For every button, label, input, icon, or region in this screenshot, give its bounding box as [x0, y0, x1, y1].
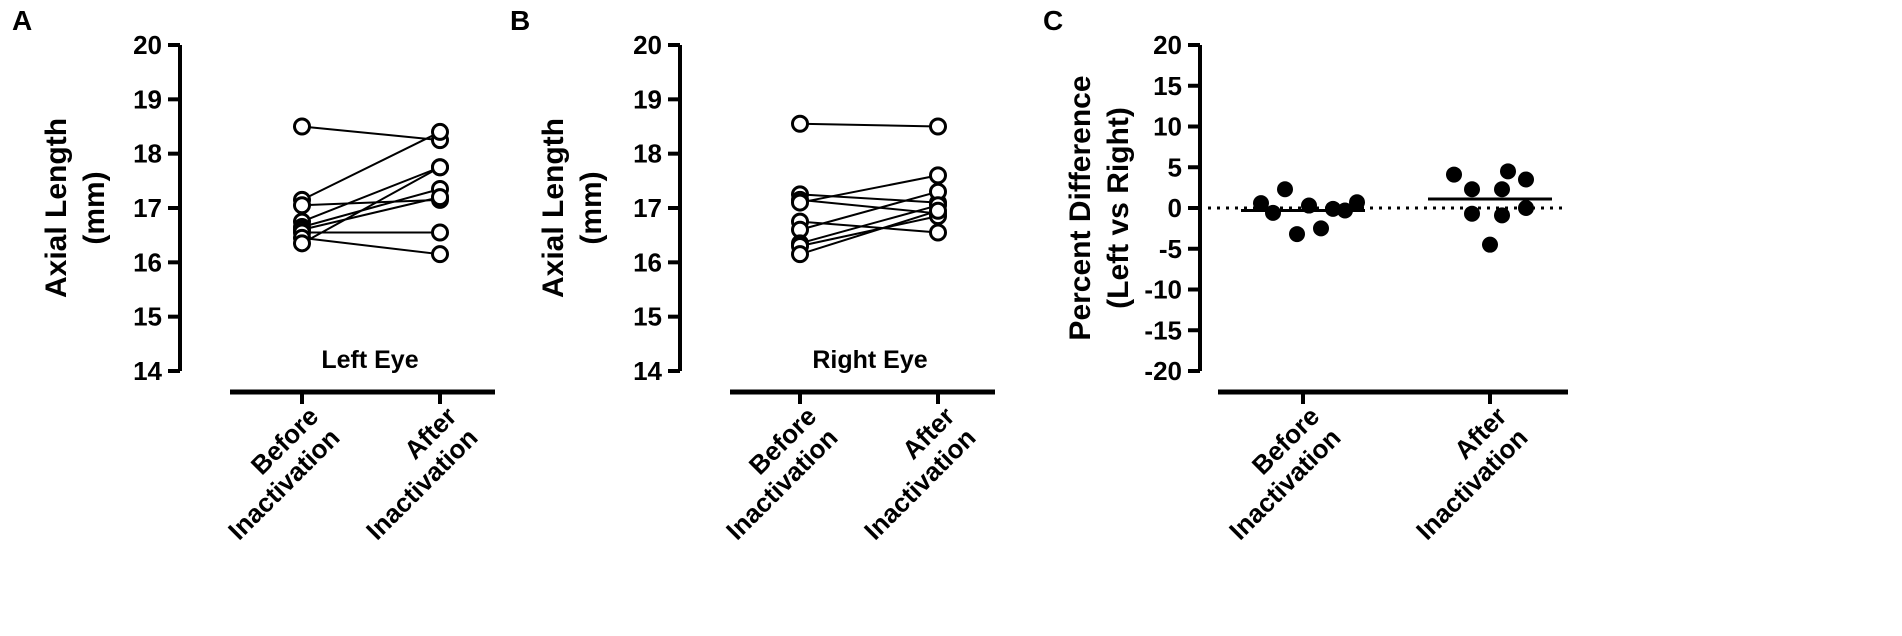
data-point	[293, 234, 311, 253]
y-tick-label: 14	[633, 356, 662, 386]
y-tick-label: 20	[1153, 30, 1182, 60]
data-point	[1464, 205, 1480, 222]
y-tick-label: 14	[133, 356, 162, 386]
data-point	[1289, 226, 1305, 243]
y-axis-title: Axial Length	[537, 118, 570, 298]
data-point	[929, 166, 947, 185]
data-point	[1482, 236, 1498, 253]
series-line	[301, 236, 441, 256]
y-tick-label: 15	[133, 302, 162, 332]
series-line	[301, 131, 441, 201]
panel-title: Right Eye	[812, 346, 927, 374]
y-axis-title: Percent Difference	[1064, 75, 1097, 340]
y-tick-label: 19	[133, 84, 162, 114]
series-line	[301, 196, 441, 231]
data-point	[1494, 207, 1510, 224]
y-tick-label: 18	[633, 139, 662, 169]
series-line	[799, 204, 939, 245]
x-tick-label: BeforeInactivation	[201, 401, 346, 546]
data-point	[431, 223, 449, 242]
series-line	[799, 193, 939, 204]
y-tick-label: -10	[1144, 275, 1182, 305]
data-point	[1325, 200, 1341, 217]
y-tick-label: 15	[1153, 71, 1182, 101]
y-tick-label: 20	[133, 30, 162, 60]
y-tick-label: 20	[633, 30, 662, 60]
panel-letter: A	[12, 5, 32, 36]
y-tick-label: 19	[633, 84, 662, 114]
series-line	[799, 122, 939, 128]
data-point	[293, 117, 311, 136]
data-point	[1518, 200, 1534, 216]
data-point	[929, 223, 947, 242]
data-point	[1518, 171, 1534, 188]
y-tick-label: -15	[1144, 315, 1182, 345]
y-tick-label: 0	[1168, 193, 1182, 223]
panel-letter: B	[510, 5, 530, 36]
data-point	[1446, 166, 1462, 183]
x-tick-label: AfterInactivation	[837, 401, 982, 546]
panel-a: A 20 19 18 17 16 15 14 Axial Length (mm) BeforeIna…	[12, 5, 495, 546]
y-tick-label: 5	[1168, 152, 1182, 182]
y-tick-label: 10	[1153, 112, 1182, 142]
data-point	[431, 245, 449, 264]
data-point	[791, 193, 809, 212]
data-point	[293, 196, 311, 215]
x-tick-label: BeforeInactivation	[1202, 401, 1347, 546]
data-point	[1464, 181, 1480, 198]
data-point	[1253, 195, 1269, 212]
y-axis-unit: (Left vs Right)	[1102, 107, 1135, 309]
data-point	[431, 188, 449, 207]
data-point	[1500, 163, 1516, 180]
panel-c: C 20 15 10 5 0 -5 -10 -15 -20 Percent Difference (L…	[1043, 5, 1568, 546]
panel-letter: C	[1043, 5, 1063, 36]
x-tick-label: AfterInactivation	[1389, 401, 1534, 546]
series-line	[301, 198, 441, 207]
series-line	[799, 190, 939, 231]
series-line	[799, 174, 939, 204]
y-tick-label: 16	[633, 247, 662, 277]
panel-title: Left Eye	[321, 346, 418, 374]
data-point	[431, 158, 449, 177]
series-line	[301, 166, 441, 223]
y-axis-title: Axial Length	[40, 118, 73, 298]
data-point	[1313, 220, 1329, 237]
data-point	[929, 117, 947, 136]
data-point	[431, 122, 449, 141]
data-point	[791, 114, 809, 133]
data-point	[929, 201, 947, 220]
y-tick-label: 18	[133, 139, 162, 169]
data-point	[791, 245, 809, 264]
y-tick-label: 15	[633, 302, 662, 332]
y-axis-unit: (mm)	[78, 171, 111, 244]
y-axis-unit: (mm)	[575, 171, 608, 244]
data-point	[1494, 181, 1510, 198]
series-line	[799, 209, 939, 256]
x-tick-label: AfterInactivation	[339, 401, 484, 546]
x-tick-label: BeforeInactivation	[699, 401, 844, 546]
series-line	[799, 215, 939, 248]
y-tick-label: -20	[1144, 356, 1182, 386]
series-line	[301, 188, 441, 228]
series-line	[301, 125, 441, 142]
y-tick-label: 17	[133, 193, 162, 223]
y-tick-label: 17	[633, 193, 662, 223]
y-tick-label: 16	[133, 247, 162, 277]
data-point	[1265, 204, 1281, 221]
y-tick-label: -5	[1159, 234, 1182, 264]
panel-b: B 20 19 18 17 16 15 14 Axial Length (mm) BeforeIna…	[510, 5, 995, 546]
data-point	[1277, 181, 1293, 198]
series-line	[301, 166, 441, 245]
data-point	[1349, 194, 1365, 211]
